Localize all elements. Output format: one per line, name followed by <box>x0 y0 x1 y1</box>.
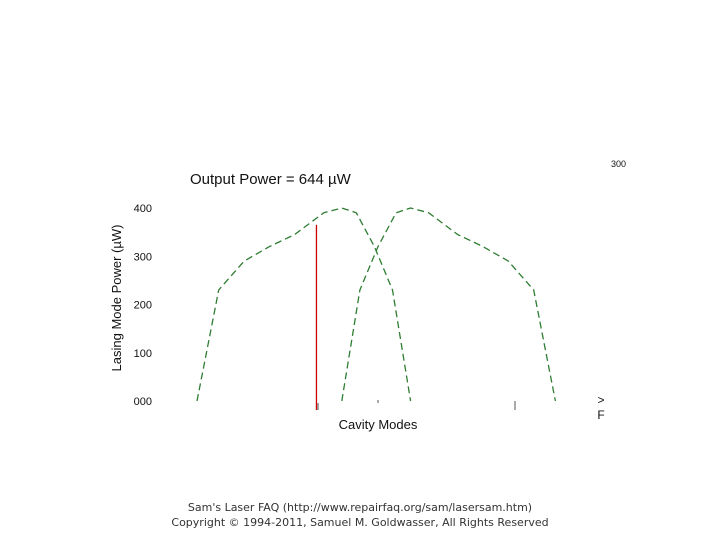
footer-source: Sam's Laser FAQ (http://www.repairfaq.or… <box>187 501 533 514</box>
chart-title: Output Power = 644 µW <box>190 171 352 188</box>
y-tick-label: 000 <box>134 396 152 408</box>
series <box>196 207 557 402</box>
y-tick-label: 200 <box>134 300 152 312</box>
y-ticks: 000 100 200 300 400 <box>134 203 152 408</box>
corner-label: 300 <box>611 159 626 169</box>
right-marker-top: > <box>597 393 604 407</box>
footer: Sam's Laser FAQ (http://www.repairfaq.or… <box>0 500 720 530</box>
y-tick-label: 300 <box>134 251 152 263</box>
y-tick-label: 400 <box>134 203 152 215</box>
y-axis-label: Lasing Mode Power (µW) <box>109 225 124 372</box>
mode-curve-2 <box>341 207 557 402</box>
y-tick-label: 100 <box>134 348 152 360</box>
mode-curve-1 <box>196 207 412 402</box>
right-marker-bottom: F <box>597 408 604 422</box>
footer-copyright: Copyright © 1994-2011, Samuel M. Goldwas… <box>171 516 549 529</box>
x-axis-label: Cavity Modes <box>339 417 418 432</box>
